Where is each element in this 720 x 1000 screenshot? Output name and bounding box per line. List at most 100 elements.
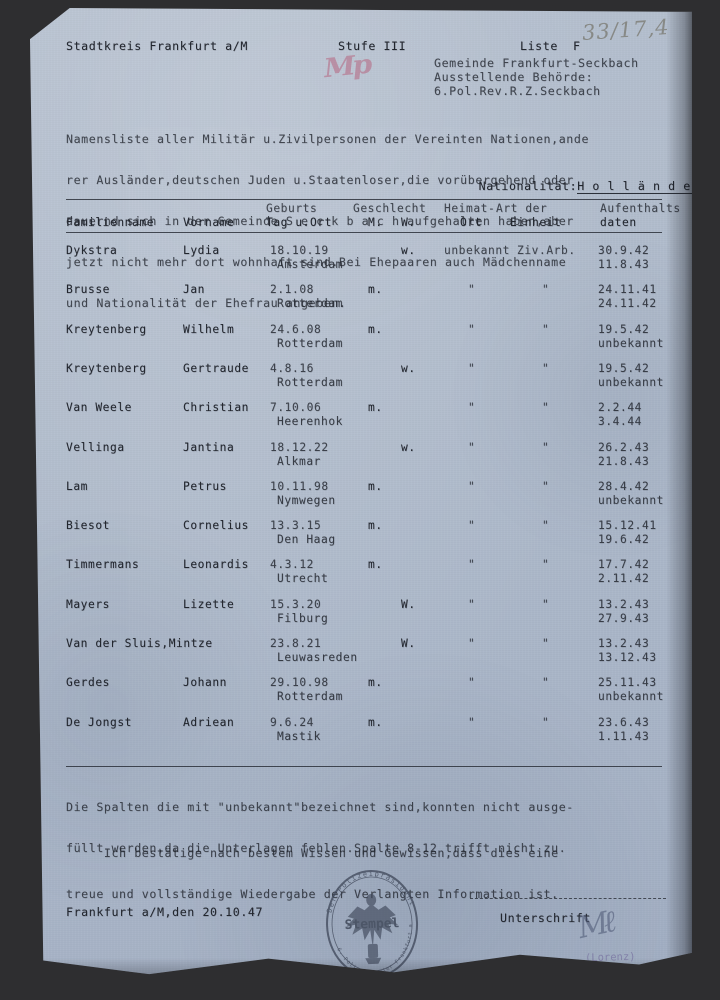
declaration-line: Ich bestätige nach bestem Wissen und Gew… xyxy=(66,846,559,860)
intro-line: rer Ausländer,deutschen Juden u.Staatenl… xyxy=(66,173,574,187)
table-row: Lam Petrus 10.11.98 Nymwegen m. " " 28.4.42 unbe… xyxy=(30,8,692,507)
cell-art-einheit: " xyxy=(542,519,550,533)
cell-birth-date: 23.8.21 xyxy=(270,637,322,650)
cell-aufenthalt-from: 24.11.41 xyxy=(598,283,657,297)
red-crayon-mark: Mp xyxy=(322,49,371,85)
cell-heimat-ort: " xyxy=(468,322,476,336)
cell-art-einheit: " xyxy=(542,401,550,415)
header-issuing-authority-value: 6.Pol.Rev.R.Z.Seckbach xyxy=(434,84,601,98)
cell-vorname: Gertraude xyxy=(183,361,250,375)
table-row: Kreytenberg Gertraude 4.8.16 Rotterdam w. " " 1… xyxy=(30,8,692,389)
cell-familienname: Van Weele xyxy=(66,401,133,415)
cell-vorname: Cornelius xyxy=(183,519,250,533)
column-header-art-line2: Einheit xyxy=(510,216,562,229)
table-bottom-rule xyxy=(66,766,662,767)
table-row: Timmermans Leonardis 4.3.12 Utrecht m. " " 17.7… xyxy=(30,8,692,585)
cell-heimat-ort: " xyxy=(468,637,476,650)
cell-birth-date: 18.10.19 xyxy=(270,244,329,257)
intro-line: jetzt nicht mehr dort wohnhaft sind.Bei … xyxy=(66,255,567,269)
column-header-geburt-line1: Geburts xyxy=(266,202,318,215)
table-row: Mayers Lizette 15.3.20 Filburg W. " " 13.2.43 27… xyxy=(30,8,692,625)
cell-sex-male: m. xyxy=(368,676,383,690)
cell-sex-female: w. xyxy=(401,244,416,257)
cell-art-einheit: Ziv.Arb. xyxy=(517,244,576,257)
cell-art-einheit: " xyxy=(542,283,550,297)
table-header-rule xyxy=(66,232,662,233)
column-header-art-line1: Art der xyxy=(496,202,548,215)
footnote-line: Die Spalten die mit "unbekannt"bezeichne… xyxy=(66,800,574,814)
column-header-geschlecht-w: W. xyxy=(401,216,416,229)
cell-art-einheit: " xyxy=(542,479,550,493)
cell-birth-date: 2.1.08 xyxy=(270,283,315,297)
cell-birth-place: Nymwegen xyxy=(277,493,336,507)
cell-familienname: Vellinga xyxy=(66,440,125,454)
cell-heimat-ort: " xyxy=(468,361,476,375)
cell-birth-place: Rotterdam xyxy=(277,336,344,350)
cell-art-einheit: " xyxy=(542,597,550,611)
cell-aufenthalt-to: 2.11.42 xyxy=(598,572,650,586)
cell-familienname: De Jongst xyxy=(66,715,133,729)
cell-vorname: Leonardis xyxy=(183,558,250,572)
cell-birth-date: 10.11.98 xyxy=(270,479,329,493)
cell-aufenthalt-to: 24.11.42 xyxy=(598,297,657,311)
cell-birth-place: Rotterdam xyxy=(277,375,344,389)
header-liste: Liste F xyxy=(520,39,581,53)
cell-aufenthalt-to: 27.9.43 xyxy=(598,611,650,625)
document-content: 33/17,4 Mp Stadtkreis Frankfurt a/M Stuf… xyxy=(30,8,692,975)
official-round-stamp: Der Polizeipräsident 6. Polizei-Revier F… xyxy=(316,862,419,975)
cell-vorname: Wilhelm xyxy=(183,322,235,336)
cell-birth-date: 18.12.22 xyxy=(270,440,329,454)
table-row: Brusse Jan 2.1.08 Rotterdam m. " " 24.11.41 24.1… xyxy=(30,8,692,310)
intro-line: und Nationalität der Ehefrau angeben. xyxy=(66,296,347,310)
intro-line: dauernd sich in der Gemeinde S e c k b a… xyxy=(66,214,574,228)
cell-heimat-ort: unbekannt xyxy=(444,244,511,257)
cell-aufenthalt-to: 1.11.43 xyxy=(598,729,650,743)
cell-sex-male: m. xyxy=(368,283,383,297)
document-paper: 33/17,4 Mp Stadtkreis Frankfurt a/M Stuf… xyxy=(30,8,692,975)
cell-heimat-ort: " xyxy=(468,283,476,297)
cell-sex-male: m. xyxy=(368,558,383,572)
cell-birth-date: 24.6.08 xyxy=(270,322,322,336)
cell-familienname: Kreytenberg xyxy=(66,322,147,336)
cell-familienname: Dykstra xyxy=(66,244,118,257)
cell-birth-date: 13.3.15 xyxy=(270,519,322,533)
cell-vorname: Jantina xyxy=(183,440,235,454)
cell-aufenthalt-from: 13.2.43 xyxy=(598,597,650,611)
cell-aufenthalt-from: 19.5.42 xyxy=(598,361,650,375)
cell-familienname: Brusse xyxy=(66,283,111,297)
cell-birth-place: Leuwasreden xyxy=(277,651,358,664)
cell-birth-date: 4.8.16 xyxy=(270,361,315,375)
cell-aufenthalt-from: 19.5.42 xyxy=(598,322,650,336)
purple-official-stamp: (Lorenz) Polizei-Kommissar u. Revier-vor… xyxy=(584,922,692,974)
cell-vorname: Lydia xyxy=(183,244,220,257)
cell-aufenthalt-from: 30.9.42 xyxy=(598,244,650,257)
cell-sex-female: w. xyxy=(401,440,416,454)
cell-aufenthalt-from: 28.4.42 xyxy=(598,479,650,493)
cell-art-einheit: " xyxy=(542,440,550,454)
cell-heimat-ort: " xyxy=(468,676,476,690)
cell-aufenthalt-to: 13.12.43 xyxy=(598,651,657,664)
cell-heimat-ort: " xyxy=(468,440,476,454)
cell-aufenthalt-from: 25.11.43 xyxy=(598,676,657,690)
cell-birth-date: 7.10.06 xyxy=(270,401,322,415)
cell-birth-place: Utrecht xyxy=(277,572,329,586)
cell-sex-female: W. xyxy=(401,637,416,650)
cell-familienname: Timmermans xyxy=(66,558,140,572)
signature-place-date: Frankfurt a/M,den 20.10.47 xyxy=(66,905,264,919)
cell-aufenthalt-from: 26.2.43 xyxy=(598,440,650,454)
cell-birth-place: Mastik xyxy=(277,729,322,743)
table-row: Van Weele Christian 7.10.06 Heerenhok m. " " 2.… xyxy=(30,8,692,428)
footnote-unbekannt: Die Spalten die mit "unbekannt"bezeichne… xyxy=(66,774,574,883)
footnote-line: füllt werden,da die Unterlagen fehlen.Sp… xyxy=(66,841,567,855)
header-district: Stadtkreis Frankfurt a/M xyxy=(66,39,248,53)
cell-art-einheit: " xyxy=(542,322,550,336)
header-issuing-authority-label: Ausstellende Behörde: xyxy=(434,70,594,84)
cell-vorname: Adriean xyxy=(183,715,235,729)
signature-line xyxy=(470,898,666,899)
header-stufe: Stufe III xyxy=(338,39,407,53)
cell-familienname: Mayers xyxy=(66,597,111,611)
header-gemeinde: Gemeinde Frankfurt-Seckbach xyxy=(434,56,639,70)
cell-heimat-ort: " xyxy=(468,401,476,415)
cell-heimat-ort: " xyxy=(468,597,476,611)
